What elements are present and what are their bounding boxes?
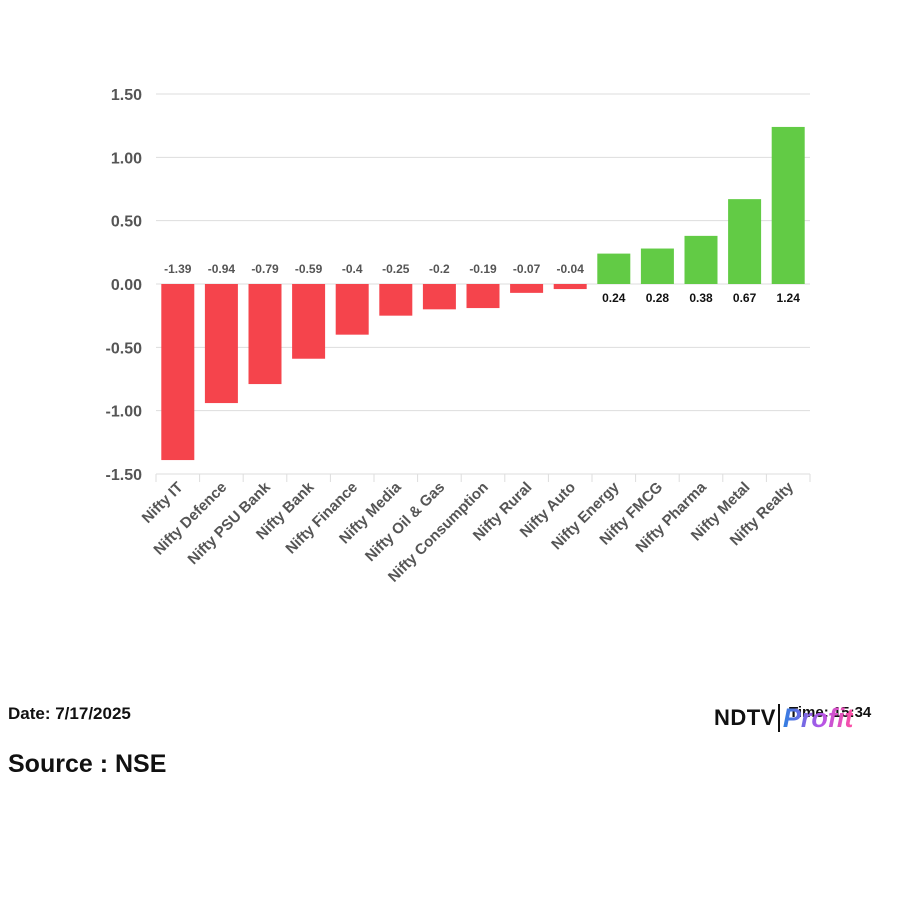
data-label: 0.67 — [733, 291, 757, 305]
bar — [597, 253, 631, 284]
bar — [510, 284, 544, 293]
brand-profit: Profit — [782, 702, 854, 733]
bar — [422, 284, 456, 310]
bars — [161, 126, 805, 461]
y-axis-tick-labels: 1.50 1.00 0.50 0.00 -0.50 -1.00 -1.50 — [106, 87, 143, 484]
data-label: -0.94 — [208, 262, 236, 276]
brand-divider — [777, 704, 780, 732]
y-tick-label: -1.00 — [106, 404, 143, 421]
bar — [684, 235, 718, 284]
ndtv-profit-logo: NDTV Profit — [714, 700, 853, 736]
data-label: -0.79 — [251, 262, 279, 276]
data-labels: -1.39 -0.94 -0.79 -0.59 -0.4 -0.25 -0.2 -0.19 -0… — [164, 262, 800, 305]
data-label: -0.59 — [295, 262, 323, 276]
bar — [728, 199, 762, 284]
y-tick-label: -0.50 — [106, 340, 143, 357]
sector-performance-chart: 1.50 1.00 0.50 0.00 -0.50 -1.00 -1.50 -1.39 -0.… — [106, 87, 811, 586]
data-label: -0.2 — [429, 262, 450, 276]
brand-ndtv: NDTV — [714, 705, 776, 730]
data-label: -0.04 — [557, 262, 585, 276]
bar — [379, 284, 413, 316]
bar — [292, 284, 326, 359]
bar — [161, 284, 195, 461]
bar — [640, 248, 674, 284]
y-tick-label: -1.50 — [106, 467, 143, 484]
date-label: Date: 7/17/2025 — [8, 704, 131, 723]
source-label: Source : NSE — [8, 750, 167, 778]
data-label: 1.24 — [777, 291, 801, 305]
data-label: -0.07 — [513, 262, 541, 276]
y-tick-label: 0.00 — [111, 277, 142, 294]
data-label: -0.25 — [382, 262, 410, 276]
y-tick-label: 1.00 — [111, 150, 142, 167]
data-label: -0.4 — [342, 262, 363, 276]
bar — [204, 284, 238, 404]
y-tick-label: 1.50 — [111, 87, 142, 104]
bar — [466, 284, 500, 309]
data-label: -1.39 — [164, 262, 192, 276]
y-tick-label: 0.50 — [111, 214, 142, 231]
bar — [335, 284, 369, 335]
data-label: 0.24 — [602, 291, 626, 305]
time-label: Time: 15:34 — [789, 704, 871, 721]
data-label: 0.28 — [646, 291, 670, 305]
data-label: 0.38 — [689, 291, 713, 305]
bar — [771, 126, 805, 284]
data-label: -0.19 — [469, 262, 497, 276]
bar — [553, 284, 587, 290]
bar — [248, 284, 282, 385]
